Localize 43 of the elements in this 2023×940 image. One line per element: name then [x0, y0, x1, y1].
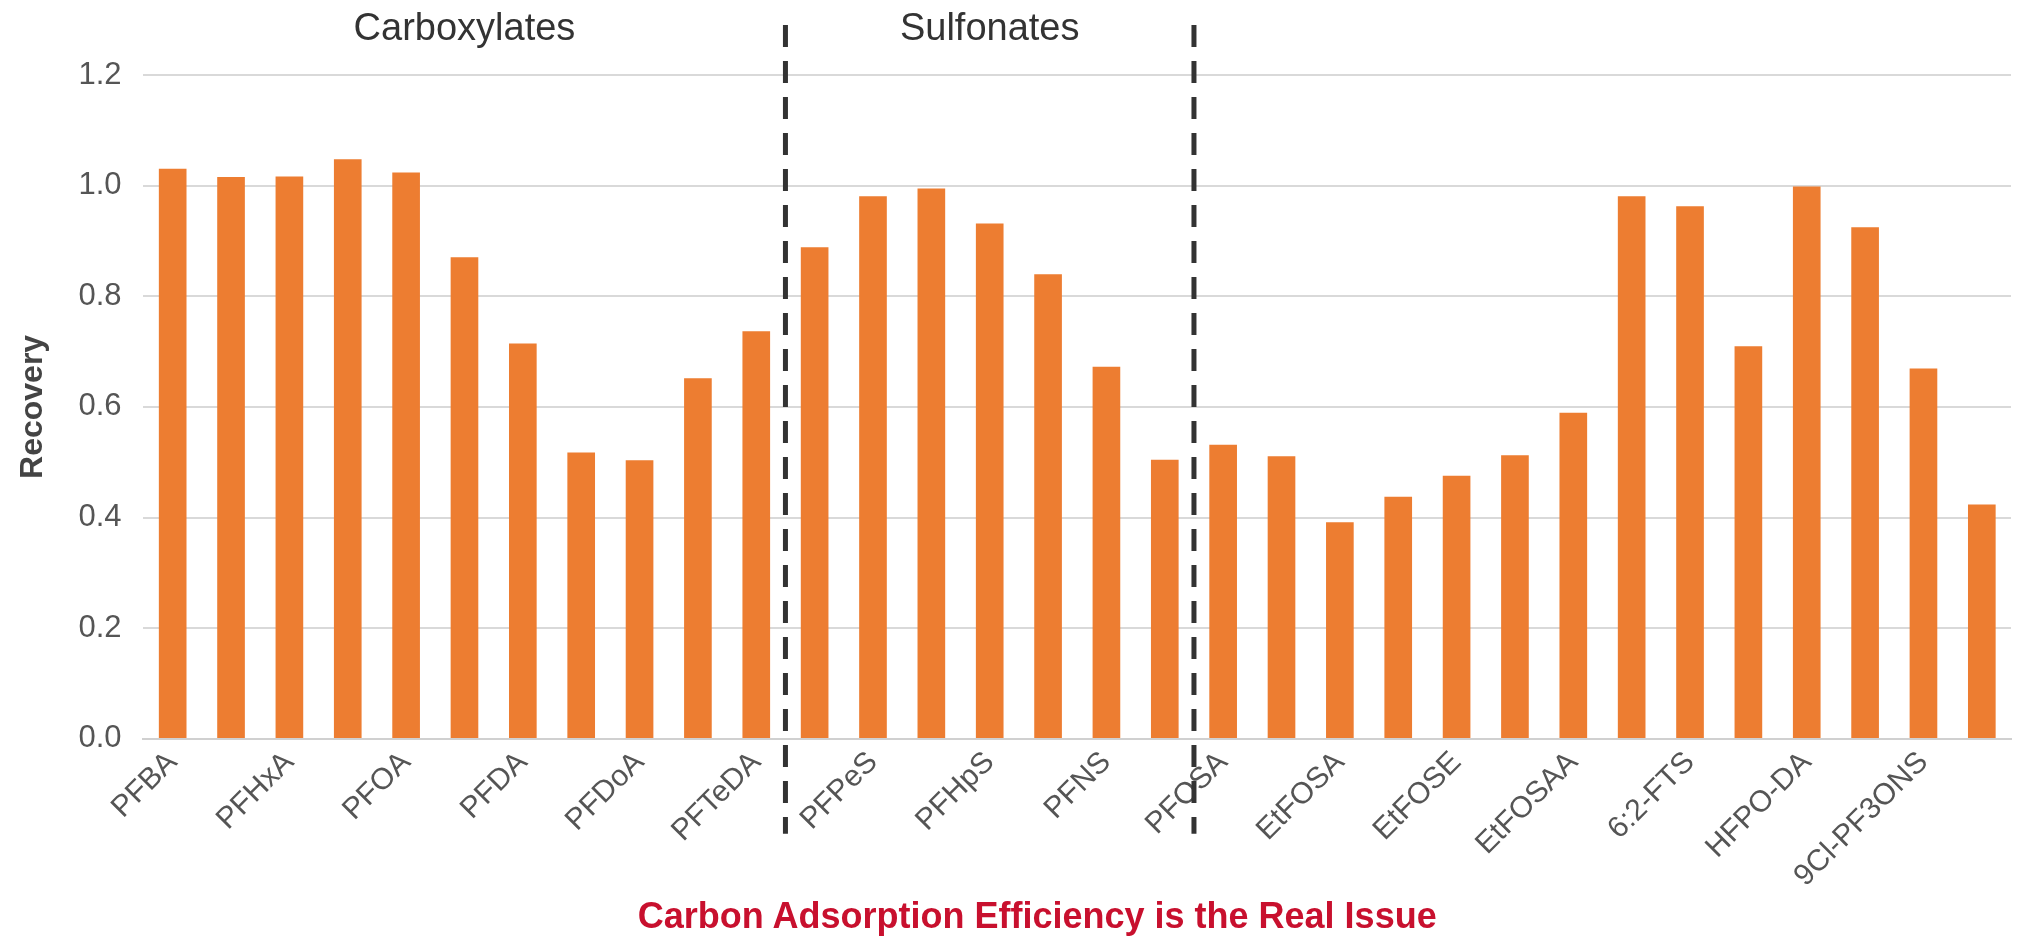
bar — [1559, 412, 1588, 739]
bar — [859, 196, 887, 739]
y-tick-label: 1.2 — [78, 55, 122, 91]
y-tick-label: 0.4 — [78, 498, 122, 534]
y-axis-title: Recovery — [13, 334, 50, 479]
bar — [917, 188, 946, 739]
bar — [1267, 456, 1296, 739]
bar — [1909, 368, 1938, 739]
bar — [567, 452, 596, 739]
bar — [800, 247, 829, 739]
bar — [1326, 522, 1354, 739]
bar — [509, 343, 537, 739]
bar — [1851, 227, 1879, 739]
bar — [1501, 455, 1529, 739]
y-tick-label: 0.6 — [78, 387, 122, 423]
bar — [1676, 206, 1704, 739]
bar — [1034, 274, 1062, 739]
bar — [392, 172, 420, 739]
bar — [450, 257, 479, 739]
y-tick-label: 0.0 — [78, 719, 122, 755]
bar — [625, 460, 654, 739]
bar — [1209, 444, 1237, 739]
bar — [1792, 186, 1821, 739]
bar — [158, 168, 187, 739]
bar — [333, 159, 362, 739]
y-tick-label: 0.2 — [78, 608, 122, 644]
y-tick-label: 1.0 — [78, 166, 122, 202]
text: Carboxylates — [353, 6, 576, 49]
bar — [684, 378, 712, 739]
bar — [1442, 475, 1471, 739]
bar — [217, 177, 245, 739]
bar — [1967, 504, 1996, 739]
bar — [1617, 196, 1646, 739]
bar — [1150, 459, 1179, 739]
bar — [742, 331, 771, 739]
bar — [1734, 346, 1763, 739]
bar — [975, 223, 1004, 739]
bar — [275, 176, 304, 739]
y-tick-label: 0.8 — [78, 276, 122, 312]
bar — [1092, 366, 1121, 739]
text: Sulfonates — [899, 6, 1080, 49]
bar — [1384, 496, 1413, 739]
x-axis-title: Carbon Adsorption Efficiency is the Real Issue — [637, 894, 1437, 936]
